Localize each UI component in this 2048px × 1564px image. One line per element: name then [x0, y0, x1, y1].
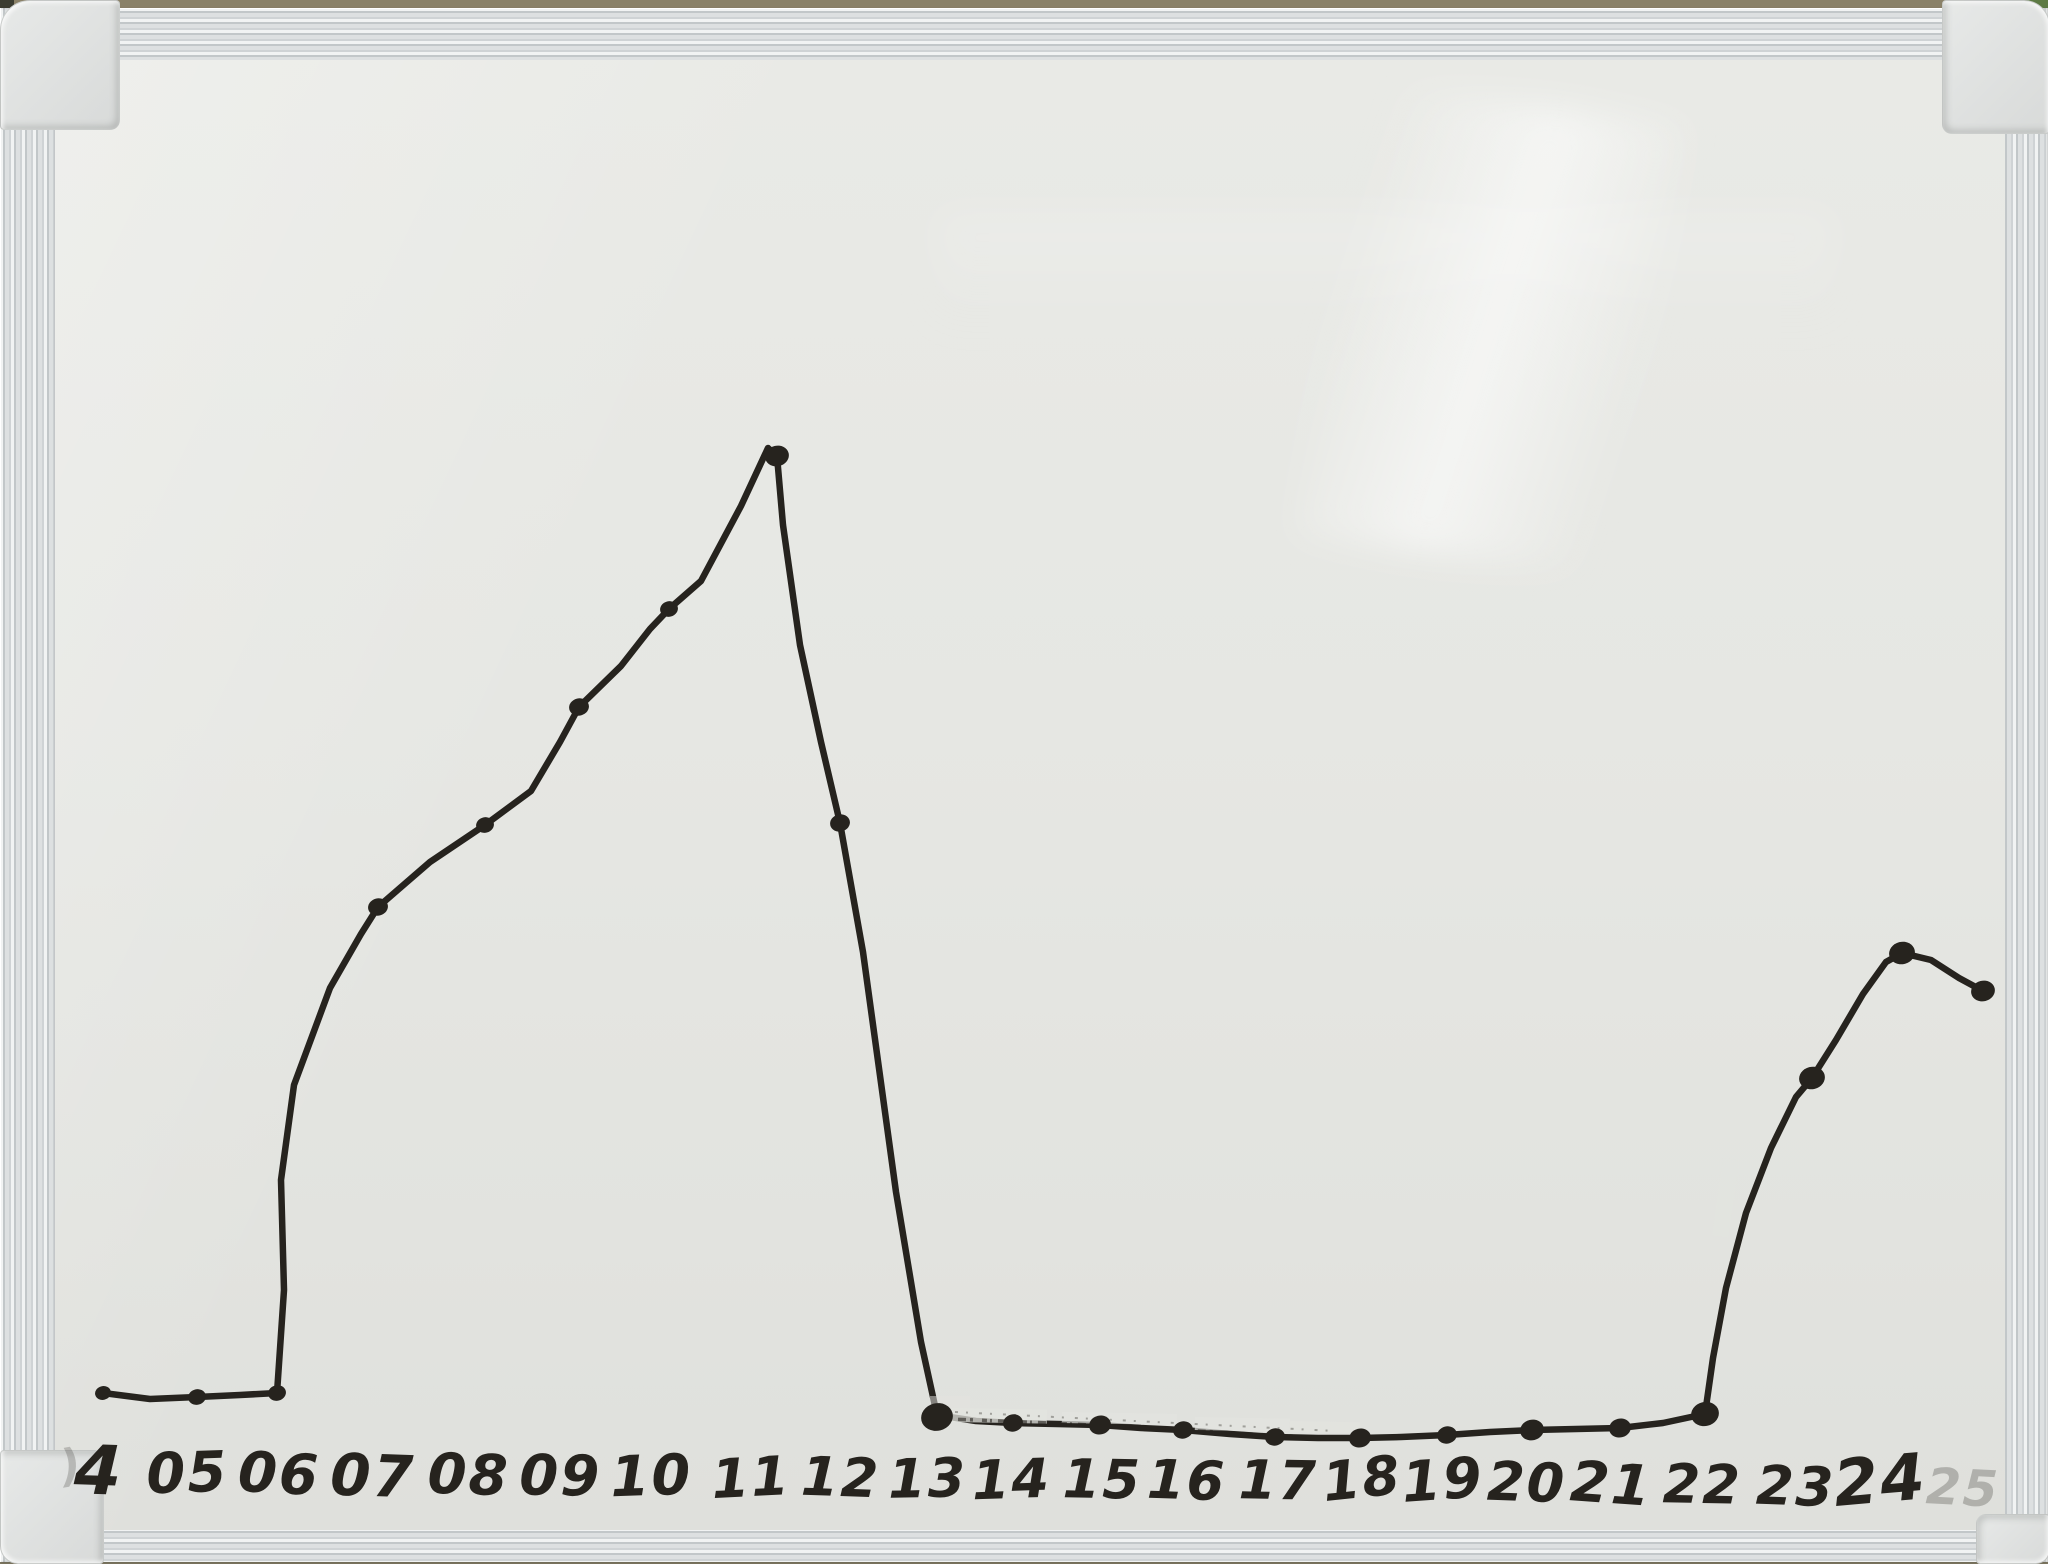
data-point-dot [1173, 1421, 1193, 1439]
frame-rail-top [0, 8, 2048, 64]
corner-cap-top-left [0, 0, 120, 130]
x-axis-label: 19 [1400, 1445, 1486, 1516]
corner-cap-bottom-left [0, 1450, 104, 1564]
x-axis-label: 18 [1319, 1443, 1404, 1514]
corner-cap-top-right [1942, 0, 2048, 134]
x-axis-label: 23 [1755, 1454, 1836, 1520]
data-point-dot [1265, 1428, 1285, 1446]
data-point-dot [1089, 1415, 1111, 1435]
x-axis-label: 05 [145, 1440, 229, 1508]
x-axis-label: 10 [609, 1443, 693, 1511]
x-axis-label: 17 [1238, 1448, 1318, 1512]
data-point-dot [1691, 1401, 1719, 1427]
data-point-dot [1889, 941, 1915, 965]
x-axis-label: 21 [1568, 1449, 1654, 1520]
data-point-dot [660, 601, 678, 617]
x-axis-label: 16 [1146, 1448, 1227, 1514]
curve-line [99, 444, 1987, 1442]
data-point-dot [368, 898, 388, 916]
data-point-dot [268, 1385, 286, 1401]
x-axis-label: 4 [72, 1431, 125, 1512]
x-axis-label: 24 [1831, 1440, 1930, 1522]
x-axis-label: 20 [1486, 1450, 1567, 1516]
frame-rail-bottom [0, 1528, 2048, 1562]
x-axis-label: 25 [1925, 1457, 2002, 1519]
frame-rail-left [0, 8, 56, 1562]
data-point-dot [569, 698, 589, 716]
x-axis-label: 09 [519, 1443, 602, 1509]
x-axis-label: 07 [329, 1441, 416, 1512]
data-point-dot [1799, 1066, 1825, 1090]
data-point-dot [1520, 1419, 1544, 1441]
data-point-dot [1003, 1414, 1023, 1432]
data-point-dot [95, 1386, 111, 1400]
data-point-dot [476, 817, 494, 833]
frame-rail-right [2002, 8, 2048, 1562]
data-point-dot [1971, 980, 1995, 1002]
data-point-dot [765, 445, 789, 467]
data-point-dot [830, 814, 850, 832]
x-axis-label: 11 [710, 1444, 792, 1511]
x-axis-label: 15 [1062, 1447, 1142, 1511]
data-point-dot [1437, 1426, 1457, 1444]
x-axis-label: 14 [971, 1447, 1052, 1513]
smudged-line-residue [949, 1417, 1333, 1440]
eraser-smudge [1712, 1158, 1739, 1238]
data-point-dot [921, 1403, 953, 1431]
x-axis-label: 08 [427, 1442, 511, 1510]
data-point-dot [1349, 1428, 1371, 1448]
data-point-dot [188, 1389, 206, 1405]
eraser-smudge [1289, 1421, 1360, 1434]
x-axis-label: 12 [800, 1445, 881, 1511]
x-axis-label: 22 [1662, 1452, 1742, 1516]
eraser-smudge [951, 1408, 1047, 1424]
x-axis-label: 06 [236, 1440, 321, 1509]
x-axis-label: 13 [888, 1446, 968, 1510]
data-point-dot [1609, 1418, 1631, 1438]
eraser-smudge [1194, 1417, 1290, 1432]
